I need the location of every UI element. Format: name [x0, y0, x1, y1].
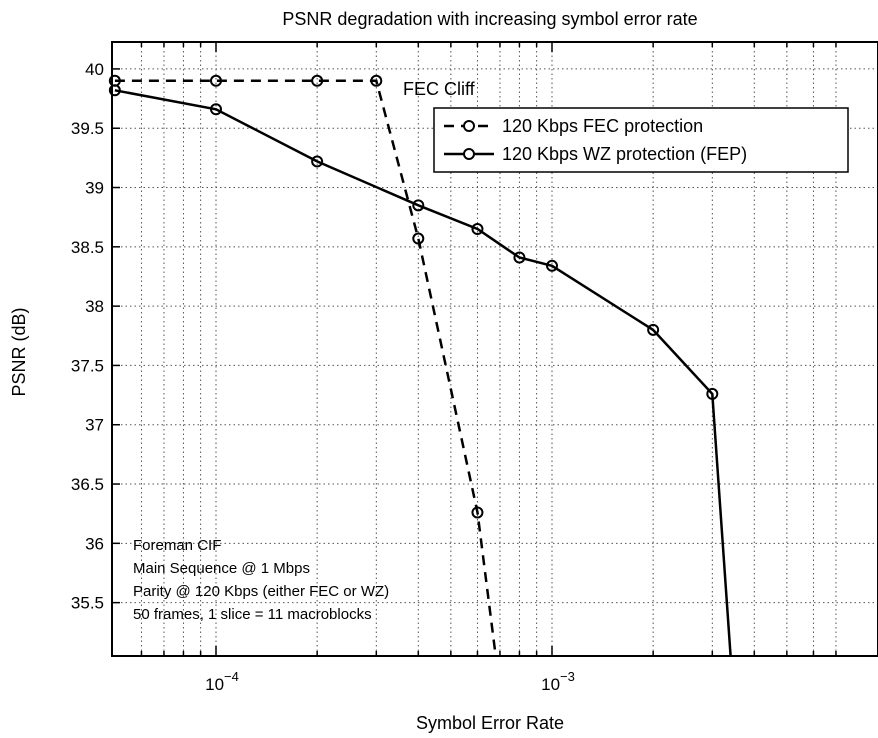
- data-point: [311, 155, 324, 168]
- data-point: [210, 74, 222, 87]
- y-tick-label: 40: [85, 60, 104, 79]
- y-tick-label: 38.5: [71, 238, 104, 257]
- x-tick-label: 10−3: [541, 669, 575, 694]
- series-line: [114, 79, 497, 657]
- y-tick-label: 37: [85, 416, 104, 435]
- data-point: [513, 251, 526, 264]
- info-line: Parity @ 120 Kbps (either FEC or WZ): [133, 583, 389, 600]
- y-tick-label: 39.5: [71, 119, 104, 138]
- plot-frame: [111, 41, 878, 657]
- x-axis-label: Symbol Error Rate: [416, 713, 564, 733]
- info-line: 50 frames, 1 slice = 11 macroblocks: [133, 606, 372, 623]
- y-axis-label: PSNR (dB): [9, 307, 29, 396]
- data-point: [706, 387, 719, 400]
- data-point: [412, 199, 425, 212]
- legend-swatch-marker: [463, 120, 475, 132]
- data-point: [546, 259, 558, 272]
- legend-swatch-marker: [463, 148, 475, 160]
- info-line: Main Sequence @ 1 Mbps: [133, 560, 310, 577]
- info-annotation: Foreman CIF Main Sequence @ 1 Mbps Parit…: [133, 537, 389, 623]
- data-point: [311, 74, 324, 87]
- fec-cliff-annotation: FEC Cliff: [403, 79, 476, 99]
- grid: [112, 42, 878, 656]
- info-line: Foreman CIF: [133, 537, 221, 554]
- data-point: [412, 232, 425, 245]
- data-point: [210, 103, 222, 116]
- axis-ticks: 35.5 36 36.5 37 37.5 38 38.5 39 39.5 40 10−4 10−3: [71, 42, 837, 694]
- chart-title: PSNR degradation with increasing symbol …: [282, 9, 697, 29]
- data-point: [471, 506, 484, 519]
- y-tick-label: 36.5: [71, 475, 104, 494]
- data-point: [647, 323, 660, 336]
- legend-box: [433, 107, 849, 173]
- y-tick-label: 35.5: [71, 594, 104, 613]
- y-tick-label: 38: [85, 297, 104, 316]
- y-tick-label: 37.5: [71, 356, 104, 375]
- legend-label: 120 Kbps FEC protection: [502, 116, 703, 136]
- legend: 120 Kbps FEC protection 120 Kbps WZ prote…: [433, 107, 849, 173]
- data-point: [370, 74, 383, 87]
- series-layer: [108, 74, 732, 657]
- data-point: [471, 223, 484, 236]
- series-line: [114, 89, 732, 657]
- y-tick-label: 36: [85, 534, 104, 553]
- legend-label: 120 Kbps WZ protection (FEP): [502, 144, 747, 164]
- data-point: [108, 84, 121, 97]
- y-tick-label: 39: [85, 179, 104, 198]
- x-tick-label: 10−4: [205, 669, 239, 694]
